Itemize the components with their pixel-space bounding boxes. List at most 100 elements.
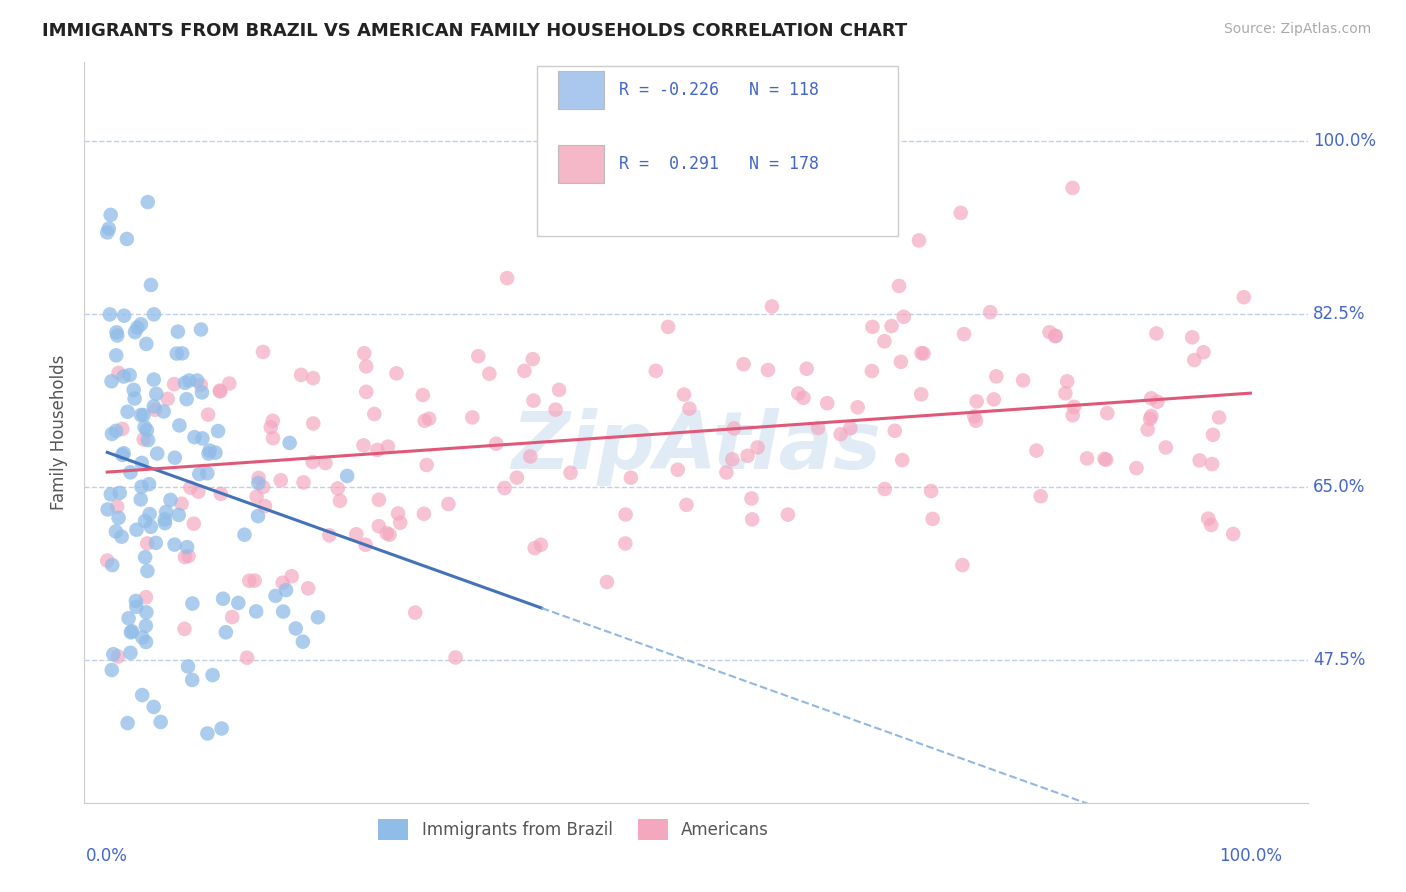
Point [211, 722, 233, 736]
Point [120, 625, 142, 640]
Point [138, 507, 160, 521]
Point [378, 527, 401, 541]
Point [172, 346, 194, 360]
Point [1029, 489, 1052, 503]
Point [252, 345, 274, 359]
Point [252, 480, 274, 494]
Point [387, 507, 409, 521]
Point [134, 550, 156, 565]
Point [156, 392, 179, 406]
Point [197, 408, 219, 422]
Point [134, 420, 156, 434]
Text: R =  0.291   N = 178: R = 0.291 N = 178 [619, 155, 818, 173]
Point [105, 326, 128, 340]
Point [115, 232, 138, 246]
Point [163, 538, 186, 552]
Point [657, 319, 679, 334]
Point [291, 634, 314, 648]
Point [131, 688, 153, 702]
Text: ZipAtlas: ZipAtlas [510, 409, 882, 486]
Point [494, 481, 516, 495]
Point [302, 417, 325, 431]
Point [1062, 409, 1084, 423]
Point [830, 427, 852, 442]
Point [912, 346, 935, 360]
Point [467, 349, 489, 363]
Point [949, 206, 972, 220]
Point [197, 447, 219, 461]
Point [965, 414, 987, 428]
Point [135, 337, 157, 351]
Point [188, 467, 211, 481]
Point [208, 384, 231, 398]
Point [105, 424, 128, 438]
Text: 82.5%: 82.5% [1313, 305, 1365, 323]
Point [120, 466, 142, 480]
Point [131, 456, 153, 470]
Point [413, 414, 436, 428]
Point [846, 401, 869, 415]
Point [159, 492, 181, 507]
Point [129, 318, 152, 332]
Point [198, 443, 221, 458]
Point [1025, 443, 1047, 458]
Point [301, 455, 323, 469]
Point [740, 491, 762, 506]
Point [329, 493, 352, 508]
Point [112, 309, 135, 323]
Point [153, 516, 176, 530]
Point [146, 446, 169, 460]
Point [139, 520, 162, 534]
Point [212, 591, 235, 606]
Point [153, 512, 176, 526]
Point [787, 386, 810, 401]
Point [1063, 400, 1085, 414]
Point [444, 650, 467, 665]
Point [530, 538, 553, 552]
Point [143, 402, 166, 417]
Point [136, 536, 159, 550]
Text: 100.0%: 100.0% [1313, 132, 1376, 151]
Point [1097, 406, 1119, 420]
Point [1136, 423, 1159, 437]
Point [278, 436, 301, 450]
Point [135, 635, 157, 649]
Point [461, 410, 484, 425]
Text: R = -0.226   N = 118: R = -0.226 N = 118 [619, 81, 818, 99]
Point [122, 383, 145, 397]
FancyBboxPatch shape [558, 70, 605, 109]
Point [142, 700, 165, 714]
Point [1201, 457, 1223, 471]
Point [367, 492, 389, 507]
Point [1054, 386, 1077, 401]
Point [1094, 451, 1116, 466]
Point [118, 368, 141, 382]
Point [513, 364, 536, 378]
Point [644, 364, 666, 378]
Point [103, 647, 125, 661]
Point [209, 487, 232, 501]
Point [135, 591, 157, 605]
Point [186, 374, 208, 388]
Point [614, 536, 637, 550]
Point [163, 377, 186, 392]
Point [596, 574, 619, 589]
Point [138, 477, 160, 491]
Point [1208, 410, 1230, 425]
Point [1125, 461, 1147, 475]
Point [204, 445, 226, 459]
Point [519, 450, 541, 464]
Point [170, 497, 193, 511]
Point [135, 423, 157, 437]
Text: 47.5%: 47.5% [1313, 650, 1365, 669]
Point [260, 420, 283, 434]
Point [125, 599, 148, 614]
Point [354, 384, 377, 399]
Point [953, 326, 976, 341]
Point [741, 135, 763, 149]
Point [104, 524, 127, 539]
Point [1146, 394, 1168, 409]
Point [839, 421, 862, 435]
Point [221, 610, 243, 624]
Point [107, 649, 129, 664]
